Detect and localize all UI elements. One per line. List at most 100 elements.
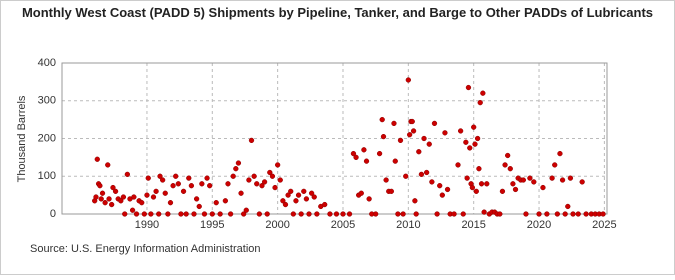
point [361,147,367,153]
y-tick-label: 0 [50,208,56,220]
point [248,137,255,144]
point [481,209,487,215]
point [290,211,296,217]
point [186,175,192,181]
point [227,211,234,217]
point [507,166,513,172]
point [213,200,219,206]
point [175,181,181,187]
title-box: Monthly West Coast (PADD 5) Shipments by… [21,5,654,20]
point [373,211,379,217]
x-tick-label: 2005 [331,219,355,231]
point [409,118,415,125]
point [109,201,115,208]
point [308,190,315,196]
point [499,188,506,195]
point [484,181,490,187]
point [133,211,140,217]
source: Source: U.S. Energy Information Administ… [30,243,261,255]
point [549,175,555,181]
point [478,181,485,187]
point [464,175,470,181]
point [559,177,566,183]
chart-title: Monthly West Coast (PADD 5) Shipments by… [21,5,654,20]
point [567,175,574,181]
point [421,135,427,142]
point [431,120,438,127]
point [472,141,478,147]
point [540,184,546,191]
point [497,211,503,217]
point [165,211,171,217]
point [400,211,406,217]
point [162,190,168,196]
point [196,203,202,210]
point [303,196,310,202]
point [510,181,516,187]
point [159,177,166,183]
point [183,211,189,217]
y-tick-label: 400 [38,57,56,69]
point [465,84,472,91]
point [366,196,372,202]
point [280,198,286,204]
point [575,211,581,217]
point [350,150,357,157]
point [412,198,418,204]
point [254,181,260,187]
point [207,183,213,189]
point [523,211,529,217]
point [554,211,560,217]
point [439,192,445,198]
point [471,124,477,130]
point [217,211,223,217]
x-tick-label: 2015 [461,219,485,231]
point [473,188,479,195]
point [392,158,398,164]
point [293,198,299,204]
point [570,211,576,217]
point [467,145,473,151]
point [429,179,435,185]
point [416,149,422,155]
point [379,116,385,123]
point [274,162,281,168]
point [403,173,409,179]
point [222,198,229,204]
point [256,211,263,217]
point [406,132,413,138]
point [397,137,404,144]
point [426,141,432,147]
point [536,211,542,217]
point [306,211,312,217]
point [150,194,157,200]
point [314,211,320,217]
point [272,184,278,191]
point [476,166,482,172]
point [204,175,210,181]
point [376,150,383,157]
point [442,130,448,136]
point [583,211,589,217]
point [285,192,291,198]
point [505,152,511,159]
point [233,166,239,172]
point [131,194,137,200]
point [267,169,273,176]
point [333,211,340,217]
point [434,211,440,217]
point [520,177,527,183]
point [180,188,187,195]
y-axis-label: Thousand Barrels [16,95,28,182]
point [600,211,606,217]
point [139,200,145,206]
point [122,211,128,217]
point [395,211,401,217]
point [191,211,197,217]
point [531,179,537,185]
point [358,190,364,196]
point [277,177,283,183]
point [322,201,328,208]
point [99,190,106,196]
point [199,181,205,187]
